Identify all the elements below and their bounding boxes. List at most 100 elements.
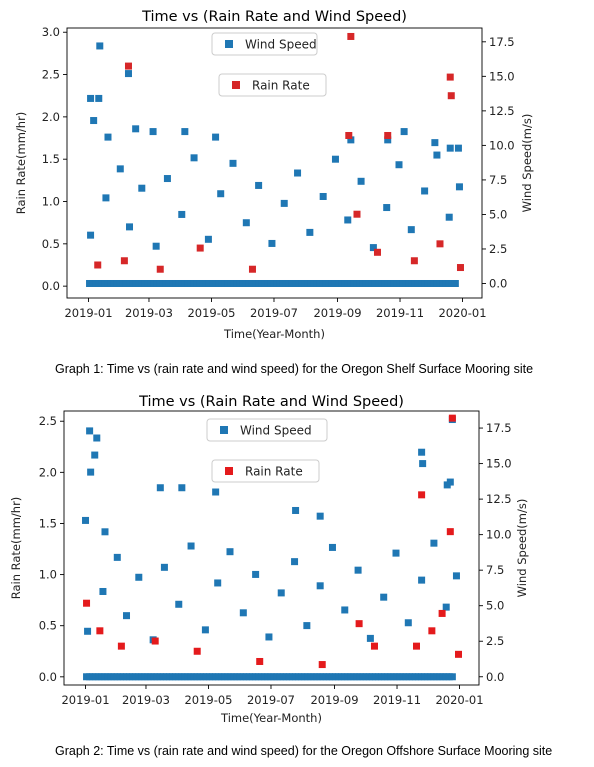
y2-tick-label: 17.5: [489, 35, 515, 49]
wind-speed-point: [126, 223, 133, 230]
rain-rate-point: [353, 211, 360, 218]
wind-speed-point: [455, 145, 462, 152]
wind-speed-point: [95, 95, 102, 102]
wind-speed-point: [341, 606, 348, 613]
x-axis-label: Time(Year-Month): [220, 711, 322, 725]
wind-speed-point: [317, 513, 324, 520]
y-tick-label: 2.5: [39, 414, 57, 428]
wind-speed-point: [430, 540, 437, 547]
wind-speed-point: [214, 579, 221, 586]
y2-tick-label: 15.0: [486, 457, 512, 471]
legend-rain-rate: Rain Rate: [212, 460, 319, 482]
rain-rate-point: [455, 651, 462, 658]
rain-rate-point: [256, 658, 263, 665]
x-tick-label: 2019-11: [373, 693, 421, 707]
rain-rate-point: [447, 528, 454, 535]
rain-rate-point: [83, 600, 90, 607]
wind-speed-point: [87, 469, 94, 476]
wind-speed-point: [153, 243, 160, 250]
x-tick-label: 2019-01: [61, 693, 109, 707]
y2-tick-label: 17.5: [486, 421, 512, 435]
wind-speed-point: [87, 232, 94, 239]
legend-label: Wind Speed: [245, 38, 317, 52]
wind-speed-point: [447, 145, 454, 152]
rain-rate-point: [152, 638, 159, 645]
x-tick-label: 2019-05: [187, 306, 235, 320]
wind-speed-point: [114, 554, 121, 561]
wind-speed-point: [396, 161, 403, 168]
legend-label: Rain Rate: [245, 465, 303, 479]
rain-rate-point: [94, 261, 101, 268]
wind-speed-point: [265, 633, 272, 640]
rain-rate-point: [194, 648, 201, 655]
legend-wind-speed: Wind Speed: [207, 419, 327, 441]
graph1-caption: Graph 1: Time vs (rain rate and wind spe…: [55, 362, 533, 376]
y2-axis-label: Wind Speed(m/s): [520, 114, 534, 213]
wind-speed-point: [418, 449, 425, 456]
y-tick-label: 0.5: [39, 619, 57, 633]
legend-wind-speed: Wind Speed: [212, 33, 317, 55]
wind-speed-point: [431, 139, 438, 146]
wind-speed-point: [443, 604, 450, 611]
wind-speed-point: [132, 125, 139, 132]
wind-speed-point: [123, 612, 130, 619]
rain-rate-point: [428, 627, 435, 634]
x-axis: 2019-01 2019-03 2019-05 2019-07 2019-09 2019-…: [64, 298, 486, 320]
wind-speed-point: [380, 594, 387, 601]
rain-rate-point: [374, 249, 381, 256]
x-tick-label: 2019-11: [376, 306, 424, 320]
y-tick-label: 0.5: [42, 237, 60, 251]
x-tick-label: 2019-09: [310, 693, 358, 707]
wind-speed-point: [212, 134, 219, 141]
rain-rate-point: [125, 63, 132, 70]
rain-rate-point: [157, 266, 164, 273]
wind-speed-point: [96, 42, 103, 49]
x-tick-label: 2020-01: [438, 306, 486, 320]
x-axis: 2019-01 2019-03 2019-05 2019-07 2019-09 2019-…: [61, 685, 483, 707]
x-tick-label: 2019-05: [184, 693, 232, 707]
wind-speed-point: [82, 517, 89, 524]
wind-speed-point: [447, 479, 454, 486]
x-axis-label: Time(Year-Month): [223, 327, 325, 341]
x-tick-label: 2019-07: [247, 693, 295, 707]
y-tick-label: 1.5: [42, 152, 60, 166]
wind-speed-point: [117, 165, 124, 172]
wind-speed-point: [320, 193, 327, 200]
y-tick-label: 3.0: [42, 25, 60, 39]
wind-speed-point: [217, 190, 224, 197]
rain-rate-point: [319, 661, 326, 668]
wind-speed-point: [91, 452, 98, 459]
wind-speed-point: [291, 558, 298, 565]
wind-speed-point: [212, 489, 219, 496]
wind-speed-point: [268, 240, 275, 247]
rain-rate-point: [418, 491, 425, 498]
wind-speed-point: [303, 622, 310, 629]
wind-speed-point: [306, 229, 313, 236]
wind-speed-point: [446, 214, 453, 221]
wind-speed-point: [101, 528, 108, 535]
wind-speed-point: [125, 70, 132, 77]
y-axis-left: 0.00.51.01.52.02.53.0: [42, 25, 67, 293]
chart-title: Time vs (Rain Rate and Wind Speed): [138, 394, 404, 410]
y2-tick-label: 12.5: [489, 104, 515, 118]
wind-baseline-point: [449, 673, 456, 680]
y2-tick-label: 5.0: [486, 599, 504, 613]
y2-tick-label: 0.0: [489, 276, 507, 290]
wind-speed-point: [317, 582, 324, 589]
y-axis-label: Rain Rate(mm/hr): [14, 112, 28, 215]
wind-speed-point: [358, 178, 365, 185]
wind-speed-point: [181, 128, 188, 135]
rain-rate-point: [371, 643, 378, 650]
legend-rain-rate: Rain Rate: [219, 74, 326, 96]
y-axis-right: 0.0 2.5 5.0 7.5 10.0 12.5 15.0 17.5: [482, 35, 515, 291]
wind-speed-point: [292, 507, 299, 514]
y2-tick-label: 2.5: [489, 242, 507, 256]
y2-tick-label: 7.5: [489, 173, 507, 187]
wind-baseline-point: [452, 280, 459, 287]
wind-speed-point: [367, 635, 374, 642]
wind-speed-point: [227, 548, 234, 555]
y2-axis-label: Wind Speed(m/s): [515, 499, 529, 598]
wind-speed-point: [135, 574, 142, 581]
wind-speed-point: [175, 601, 182, 608]
